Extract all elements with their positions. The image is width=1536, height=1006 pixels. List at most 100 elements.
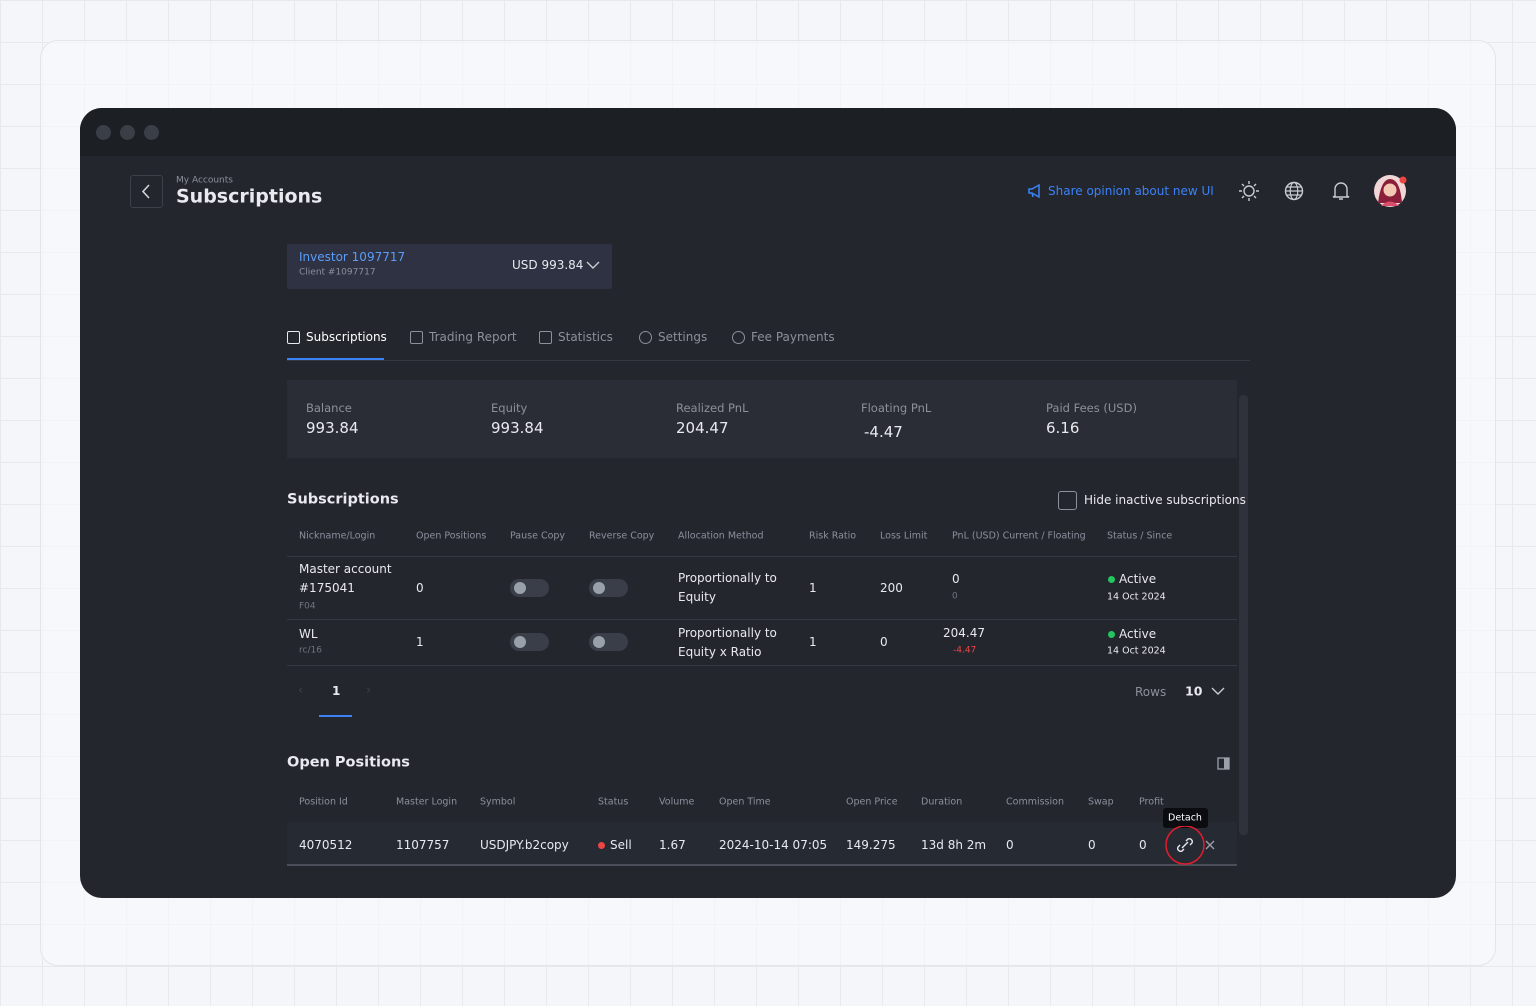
column-header: Swap (1088, 796, 1114, 808)
reverse-toggle[interactable] (589, 579, 628, 597)
account-selector[interactable] (287, 244, 612, 289)
tab-icon (539, 331, 552, 344)
active-tab-indicator (287, 358, 384, 360)
position-cell: Sell (610, 837, 632, 852)
tooltip-text: Detach (1168, 812, 1202, 824)
pnl-floating: -4.47 (953, 645, 977, 656)
chevron-icon[interactable] (1210, 685, 1226, 697)
since-date: 14 Oct 2024 (1107, 591, 1166, 603)
column-header: Open Price (846, 796, 898, 808)
pause-toggle[interactable] (510, 633, 549, 651)
tab[interactable]: Statistics (558, 329, 613, 344)
window-bar (80, 108, 1456, 156)
tab[interactable]: Fee Payments (751, 329, 835, 344)
columns-icon[interactable] (1217, 757, 1230, 770)
detach-button[interactable] (1164, 826, 1224, 866)
app-window (80, 108, 1456, 898)
rows-label: Rows (1135, 684, 1167, 699)
language-icon[interactable] (1284, 181, 1304, 201)
pnl-current: 204.47 (943, 625, 985, 640)
section-title: Subscriptions (287, 491, 399, 508)
tab[interactable]: Settings (658, 329, 708, 344)
column-header: Nickname/Login (299, 530, 376, 542)
position-cell: 0 (1006, 837, 1014, 852)
stat-value: 993.84 (491, 419, 544, 437)
tab-icon (410, 331, 423, 344)
reverse-toggle[interactable] (589, 633, 628, 651)
scrollbar[interactable] (1239, 395, 1248, 835)
allocation-method: Equity (678, 589, 716, 604)
column-header: Reverse Copy (589, 530, 655, 542)
position-cell: 2024-10-14 07:05 (719, 837, 828, 852)
position-row (287, 822, 1237, 865)
column-header: Loss Limit (880, 530, 928, 542)
tab-icon (732, 331, 745, 344)
megaphone-icon (1028, 183, 1040, 199)
notification-icon[interactable] (1331, 180, 1351, 202)
column-header: Duration (921, 796, 963, 808)
position-cell: USDJPY.b2copy (480, 837, 569, 852)
row-divider (287, 556, 1237, 557)
stats-panel (287, 380, 1237, 458)
position-cell: 0 (1139, 837, 1147, 852)
tab-divider (287, 360, 1250, 361)
breadcrumb[interactable]: My Accounts (176, 175, 233, 186)
status: Active (1119, 626, 1157, 641)
prev-page[interactable]: ‹ (298, 683, 304, 699)
column-header: Master Login (396, 796, 458, 808)
tab[interactable]: Subscriptions (306, 329, 387, 344)
row-border (287, 864, 1237, 866)
stat-label: Realized PnL (676, 401, 749, 416)
column-header: Pause Copy (510, 530, 566, 542)
avatar[interactable] (1373, 173, 1409, 209)
rows-value[interactable]: 10 (1185, 683, 1203, 699)
stat-label: Balance (306, 401, 352, 416)
open-positions: 0 (416, 580, 424, 595)
open-positions: 1 (416, 634, 424, 649)
risk-ratio: 1 (809, 580, 817, 595)
allocation-method: Proportionally to (678, 570, 777, 585)
column-header: Risk Ratio (809, 530, 857, 542)
window-dot (120, 125, 135, 140)
account-name: Investor 1097717 (299, 249, 406, 264)
tab[interactable]: Trading Report (429, 329, 517, 344)
since-date: 14 Oct 2024 (1107, 645, 1166, 657)
position-cell: 0 (1088, 837, 1096, 852)
position-cell: 149.275 (846, 837, 896, 852)
feedback-link[interactable]: Share opinion about new UI (1048, 183, 1214, 198)
status-dot (1108, 576, 1115, 583)
tooltip (1163, 808, 1208, 828)
stat-label: Floating PnL (861, 401, 932, 416)
back-icon (141, 184, 150, 199)
stat-value: 6.16 (1046, 419, 1080, 437)
column-header: Allocation Method (678, 530, 764, 542)
section-title: Open Positions (287, 754, 410, 771)
theme-icon[interactable] (1238, 180, 1260, 202)
column-header: Open Positions (416, 530, 487, 542)
checkbox-label[interactable]: Hide inactive subscriptions (1084, 492, 1246, 507)
tab-icon (287, 331, 300, 344)
account-client: Client #1097717 (299, 267, 376, 278)
position-cell: 1.67 (659, 837, 686, 852)
column-header: PnL (USD) Current / Floating (952, 530, 1086, 542)
subscription-name: WL (299, 626, 318, 641)
pnl-current: 0 (952, 571, 960, 586)
column-header: Open Time (719, 796, 771, 808)
status-dot (1108, 631, 1115, 638)
row-divider (287, 665, 1237, 666)
position-cell: 1107757 (396, 837, 450, 852)
next-page[interactable]: › (366, 683, 372, 699)
back-button[interactable] (130, 175, 163, 208)
stat-value: -4.47 (864, 423, 903, 441)
page-number[interactable]: 1 (332, 683, 341, 698)
allocation-method: Proportionally to (678, 625, 777, 640)
column-header: Position Id (299, 796, 348, 808)
pause-toggle[interactable] (510, 579, 549, 597)
status: Active (1119, 571, 1157, 586)
window-dot (96, 125, 111, 140)
allocation-method: Equity x Ratio (678, 644, 762, 659)
subscription-name: #175041 (299, 580, 355, 595)
tab-icon (639, 331, 652, 344)
checkbox[interactable] (1058, 491, 1077, 510)
page-title: Subscriptions (176, 185, 323, 208)
